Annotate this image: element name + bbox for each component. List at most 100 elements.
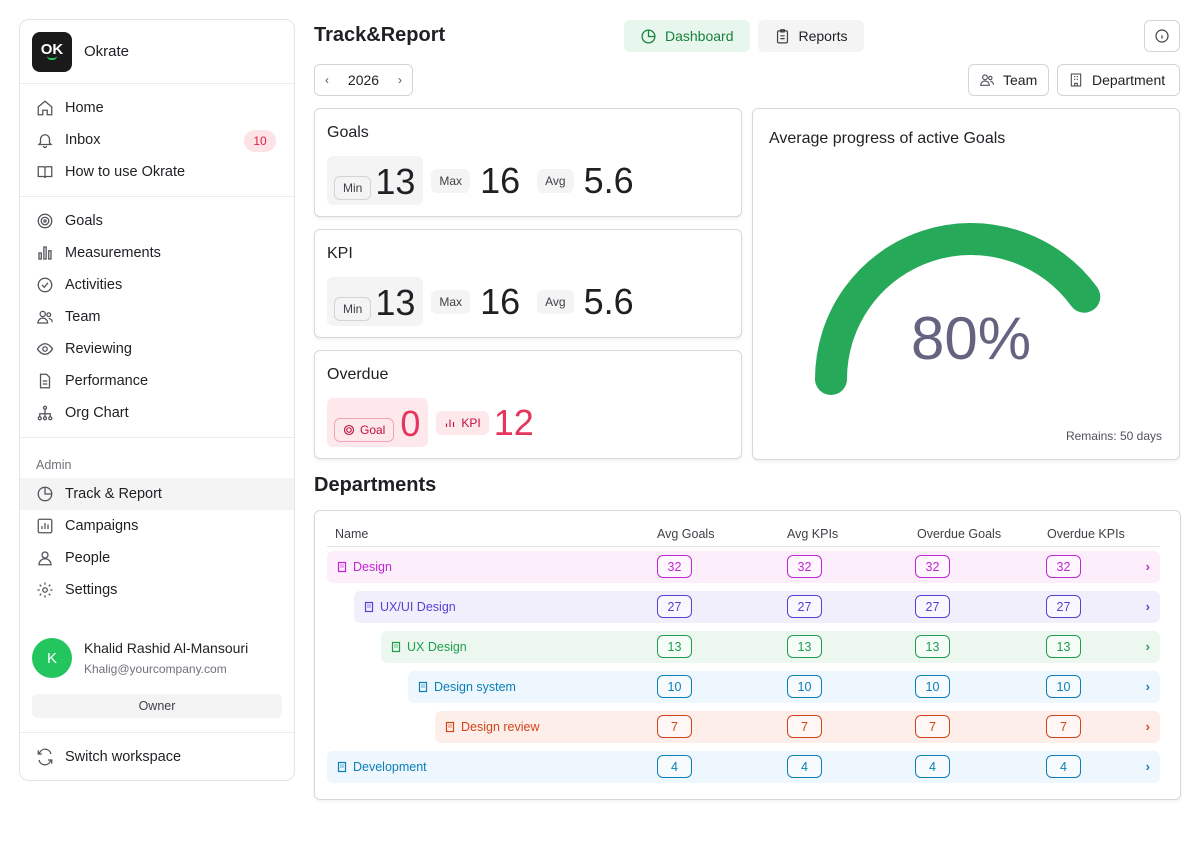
campaign-icon [37, 518, 53, 534]
kpi-card: KPI Min 13 Max 16 Avg 5.6 [314, 229, 742, 338]
team-filter-button[interactable]: Team [968, 64, 1049, 96]
table-row[interactable]: Design review 7 7 7 7 › [435, 711, 1160, 743]
building-icon [364, 601, 374, 613]
department-label: UX/UI Design [380, 600, 456, 614]
goals-min-value: 13 [375, 161, 416, 202]
role-badge: Owner [32, 694, 282, 718]
sidebar-item-goals[interactable]: Goals [20, 205, 294, 237]
overdue-card: Overdue Goal 0 KPI 12 [314, 350, 742, 459]
max-tag: Max [431, 289, 471, 314]
sidebar-item-settings[interactable]: Settings [20, 574, 294, 606]
remains-text: Remains: 50 days [1065, 429, 1162, 443]
department-label: UX Design [407, 640, 467, 654]
department-name[interactable]: Design [336, 560, 392, 574]
table-row[interactable]: Design system 10 10 10 10 › [408, 671, 1160, 703]
chevron-right-icon[interactable]: › [398, 73, 402, 87]
kpi-min-value: 13 [375, 282, 416, 323]
eye-icon [36, 343, 54, 355]
switch-workspace-button[interactable]: Switch workspace [20, 732, 294, 780]
table-row[interactable]: UX/UI Design 27 27 27 27 › [354, 591, 1160, 623]
info-button[interactable] [1144, 20, 1180, 52]
chevron-right-icon[interactable]: › [1145, 679, 1150, 694]
kpi-title: KPI [327, 245, 353, 262]
sidebar-item-reviewing[interactable]: Reviewing [20, 333, 294, 365]
sidebar-item-label: Settings [65, 582, 118, 598]
sidebar-item-label: Home [65, 100, 104, 116]
departments-title: Departments [314, 474, 437, 496]
value-pill: 27 [657, 595, 692, 618]
home-icon [37, 100, 53, 116]
sidebar-item-how-to-use[interactable]: How to use Okrate [20, 156, 294, 188]
overdue-goal-stat: Goal 0 [327, 398, 429, 447]
department-filter-button[interactable]: Department [1057, 64, 1180, 96]
bell-icon [37, 134, 53, 149]
min-tag: Min [334, 176, 372, 200]
inbox-count-badge: 10 [244, 130, 276, 152]
col-avg-kpis: Avg KPIs [787, 527, 839, 541]
sidebar-item-home[interactable]: Home [20, 92, 294, 124]
overdue-kpi-value: 12 [493, 401, 534, 443]
sidebar-item-label: Reviewing [65, 341, 132, 357]
users-icon [980, 74, 994, 86]
kpi-tag: KPI [436, 410, 489, 435]
sidebar-item-label: Performance [65, 373, 149, 389]
workspace-header[interactable]: OK Okrate [20, 20, 294, 84]
building-icon [1070, 73, 1082, 87]
department-name[interactable]: UX Design [390, 640, 467, 654]
switch-icon [37, 748, 53, 765]
sidebar-item-activities[interactable]: Activities [20, 269, 294, 301]
value-pill: 27 [915, 595, 950, 618]
sidebar-item-inbox[interactable]: Inbox 10 [20, 124, 294, 156]
sidebar-item-performance[interactable]: Performance [20, 365, 294, 397]
departments-table: Name Avg Goals Avg KPIs Overdue Goals Ov… [314, 510, 1181, 800]
chevron-left-icon[interactable]: ‹ [325, 73, 329, 87]
sidebar-item-track-report[interactable]: Track & Report [20, 478, 294, 510]
sidebar-item-people[interactable]: People [20, 542, 294, 574]
sidebar-item-org-chart[interactable]: Org Chart [20, 397, 294, 429]
nav-main: Goals Measurements Activities Team Revie… [20, 197, 294, 438]
tab-dashboard[interactable]: Dashboard [624, 20, 750, 52]
value-pill: 13 [915, 635, 950, 658]
chevron-right-icon[interactable]: › [1145, 599, 1150, 614]
sidebar-item-campaigns[interactable]: Campaigns [20, 510, 294, 542]
filter-label: Department [1092, 72, 1166, 88]
department-name[interactable]: Development [336, 760, 427, 774]
avatar[interactable]: K [32, 638, 72, 678]
chevron-right-icon[interactable]: › [1145, 559, 1150, 574]
value-pill: 27 [1046, 595, 1081, 618]
sidebar-item-label: Inbox [65, 132, 101, 148]
value-pill: 13 [787, 635, 822, 658]
kpi-avg-stat: Avg 5.6 [537, 283, 634, 320]
sidebar: OK Okrate Home Inbox 10 How to use Okrat… [19, 19, 295, 781]
sidebar-item-measurements[interactable]: Measurements [20, 237, 294, 269]
department-name[interactable]: Design system [417, 680, 516, 694]
sidebar-item-label: Org Chart [65, 405, 129, 421]
chevron-right-icon[interactable]: › [1145, 759, 1150, 774]
col-name: Name [335, 527, 369, 541]
building-icon [391, 641, 401, 653]
value-pill: 13 [1046, 635, 1081, 658]
tab-reports[interactable]: Reports [757, 20, 864, 52]
switch-workspace-label: Switch workspace [65, 748, 182, 765]
target-icon [343, 424, 355, 436]
department-name[interactable]: Design review [444, 720, 540, 734]
sidebar-item-label: Track & Report [65, 486, 162, 502]
sidebar-item-label: Goals [65, 213, 103, 229]
page-title: Track&Report [314, 24, 446, 46]
year-selector[interactable]: ‹ 2026 › [314, 64, 413, 96]
value-pill: 32 [657, 555, 692, 578]
sidebar-item-label: How to use Okrate [65, 164, 186, 180]
tab-label: Reports [798, 28, 848, 44]
goals-title: Goals [327, 124, 369, 141]
chevron-right-icon[interactable]: › [1145, 719, 1150, 734]
goals-avg-stat: Avg 5.6 [537, 162, 634, 199]
sidebar-item-team[interactable]: Team [20, 301, 294, 333]
table-row[interactable]: Development 4 4 4 4 › [327, 751, 1160, 783]
table-row[interactable]: UX Design 13 13 13 13 › [381, 631, 1160, 663]
document-icon [39, 373, 51, 389]
chevron-right-icon[interactable]: › [1145, 639, 1150, 654]
nav-admin: Admin Track & Report Campaigns People Se… [20, 438, 294, 614]
table-row[interactable]: Design 32 32 32 32 › [327, 551, 1160, 583]
bar-chart-icon [38, 246, 52, 260]
department-name[interactable]: UX/UI Design [363, 600, 456, 614]
